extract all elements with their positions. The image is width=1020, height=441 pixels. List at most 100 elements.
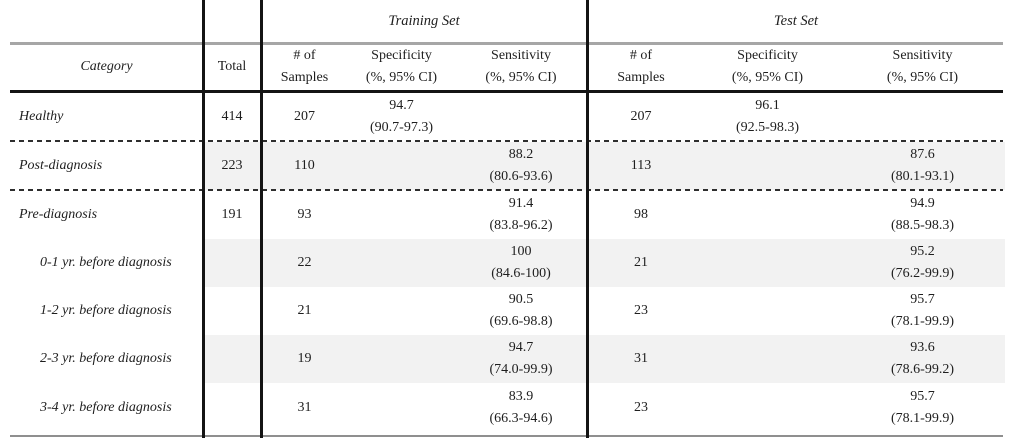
train-samples-cell: 22 (261, 239, 348, 287)
test-sensitivity-cell: 95.2 (76.2-99.9) (840, 239, 1005, 287)
category-cell: Post-diagnosis (10, 142, 203, 190)
col-header-test-sensitivity-line2: (%, 95% CI) (886, 69, 959, 85)
col-header-test-samples: # of Samples (587, 43, 695, 90)
category-cell: 3-4 yr. before diagnosis (10, 383, 203, 433)
table-row-post-diagnosis: Post-diagnosis 223 110 88.2 (80.6-93.6) … (10, 142, 1005, 190)
category-label: Healthy (19, 109, 64, 124)
table-row-healthy: Healthy 414 207 94.7 (90.7-97.3) 207 96.… (10, 92, 1005, 142)
train-sensitivity-ci: (69.6-98.8) (489, 314, 553, 329)
test-specificity-cell: 96.1 (92.5-98.3) (695, 92, 840, 142)
train-specificity-ci: (90.7-97.3) (370, 120, 433, 135)
total-cell: 414 (221, 109, 243, 124)
table-row-1-2yr: 1-2 yr. before diagnosis 21 90.5 (69.6-9… (10, 287, 1005, 335)
category-label: 2-3 yr. before diagnosis (40, 351, 172, 366)
test-sensitivity-cell: 95.7 (78.1-99.9) (840, 287, 1005, 335)
train-specificity-cell (348, 239, 455, 287)
category-cell: Pre-diagnosis (10, 190, 203, 239)
test-sensitivity-ci: (76.2-99.9) (891, 266, 954, 281)
col-header-train-samples-line2: Samples (280, 69, 329, 85)
category-label: 3-4 yr. before diagnosis (40, 400, 172, 415)
train-sensitivity-value: 88.2 (508, 147, 534, 162)
col-header-total: Total (217, 58, 247, 74)
table-row-0-1yr: 0-1 yr. before diagnosis 22 100 (84.6-10… (10, 239, 1005, 287)
category-column-rule (202, 0, 205, 438)
test-sensitivity-value: 93.6 (910, 340, 935, 355)
category-label: Post-diagnosis (19, 158, 103, 173)
test-sensitivity-value: 95.7 (910, 292, 935, 307)
row-divider-dashed-2 (10, 189, 1003, 191)
test-samples-cell: 23 (634, 303, 648, 318)
col-header-test-specificity-line2: (%, 95% CI) (731, 69, 804, 85)
test-sensitivity-ci: (78.6-99.2) (891, 362, 954, 377)
train-sensitivity-ci: (84.6-100) (491, 266, 551, 281)
train-specificity-cell (348, 190, 455, 239)
col-header-test-samples-line2: Samples (617, 69, 665, 85)
test-sensitivity-ci: (88.5-98.3) (891, 217, 954, 233)
test-samples-cell: 207 (630, 109, 652, 124)
table-row-3-4yr: 3-4 yr. before diagnosis 31 83.9 (66.3-9… (10, 383, 1005, 433)
test-sensitivity-value: 94.9 (910, 195, 935, 211)
train-samples-cell: 110 (261, 142, 348, 190)
train-samples-cell: 207 (294, 109, 315, 124)
header-top-rule (10, 42, 1003, 45)
col-header-test-sensitivity: Sensitivity (%, 95% CI) (840, 43, 1005, 90)
train-sensitivity-value: 100 (510, 244, 532, 259)
train-sensitivity-cell: 83.9 (66.3-94.6) (455, 383, 587, 433)
train-samples-cell: 31 (297, 400, 312, 415)
train-specificity-cell (348, 287, 455, 335)
test-specificity-cell (695, 239, 840, 287)
train-sensitivity-cell: 90.5 (69.6-98.8) (455, 287, 587, 335)
col-header-test-specificity-line1: Specificity (737, 47, 798, 63)
total-cell: 191 (221, 206, 243, 222)
test-specificity-cell (695, 142, 840, 190)
test-sensitivity-ci: (80.1-93.1) (891, 169, 954, 184)
category-label: 0-1 yr. before diagnosis (40, 255, 172, 270)
train-specificity-cell: 94.7 (90.7-97.3) (348, 92, 455, 142)
train-sensitivity-cell: 91.4 (83.8-96.2) (455, 190, 587, 239)
col-header-train-specificity-line1: Specificity (371, 47, 432, 63)
column-header-row: Category Total # of Samples Specificity … (10, 43, 1005, 90)
train-samples-cell: 93 (297, 206, 312, 222)
train-specificity-cell (348, 335, 455, 383)
test-sensitivity-value: 95.2 (910, 244, 935, 259)
train-specificity-cell (348, 142, 455, 190)
table-row-pre-diagnosis: Pre-diagnosis 191 93 91.4 (83.8-96.2) 98… (10, 190, 1005, 239)
col-header-train-samples-line1: # of (293, 47, 316, 63)
test-samples-cell: 113 (587, 142, 695, 190)
col-header-train-samples: # of Samples (261, 43, 348, 90)
test-sensitivity-ci: (78.1-99.9) (891, 411, 954, 426)
test-specificity-ci: (92.5-98.3) (736, 120, 799, 135)
col-header-train-sensitivity-line2: (%, 95% CI) (485, 69, 557, 85)
col-header-test-samples-line1: # of (629, 47, 653, 63)
train-samples-cell: 19 (261, 335, 348, 383)
table-row-2-3yr: 2-3 yr. before diagnosis 19 94.7 (74.0-9… (10, 335, 1005, 383)
col-header-category: Category (80, 58, 133, 74)
train-sensitivity-ci: (66.3-94.6) (489, 411, 553, 426)
category-cell: Healthy (10, 92, 203, 142)
total-cell (203, 383, 261, 433)
test-specificity-cell (695, 287, 840, 335)
col-header-test-specificity: Specificity (%, 95% CI) (695, 43, 840, 90)
total-cell (203, 335, 261, 383)
col-header-train-specificity-line2: (%, 95% CI) (365, 69, 438, 85)
test-sensitivity-cell: 94.9 (88.5-98.3) (840, 190, 1005, 239)
train-sensitivity-ci: (80.6-93.6) (489, 169, 553, 184)
total-cell: 223 (203, 142, 261, 190)
train-sensitivity-cell (455, 92, 587, 142)
train-specificity-cell (348, 383, 455, 433)
category-label: 1-2 yr. before diagnosis (40, 303, 172, 318)
test-sensitivity-ci: (78.1-99.9) (891, 314, 954, 329)
test-samples-cell: 31 (587, 335, 695, 383)
table-bottom-rule (10, 435, 1003, 437)
test-sensitivity-cell: 95.7 (78.1-99.9) (840, 383, 1005, 433)
total-cell (203, 287, 261, 335)
test-specificity-cell (695, 383, 840, 433)
train-specificity-value: 94.7 (389, 98, 414, 113)
test-sensitivity-cell: 93.6 (78.6-99.2) (840, 335, 1005, 383)
total-cell (203, 239, 261, 287)
train-sensitivity-value: 94.7 (508, 340, 534, 355)
category-label: Pre-diagnosis (19, 206, 98, 222)
test-sensitivity-value: 95.7 (910, 389, 935, 404)
test-specificity-cell (695, 335, 840, 383)
